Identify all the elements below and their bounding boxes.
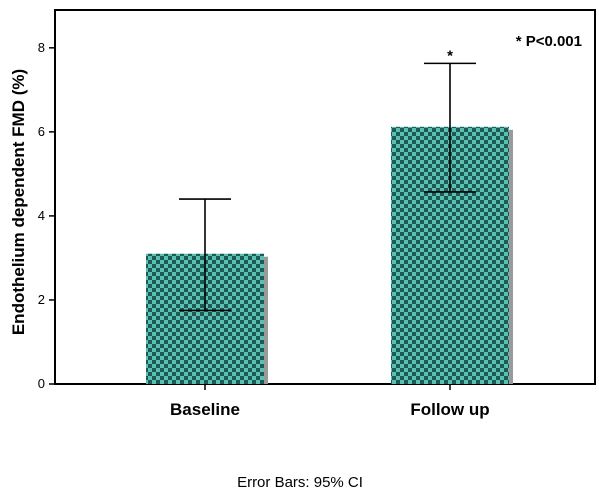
footer-note: Error Bars: 95% CI — [237, 474, 363, 491]
y-tick-label: 2 — [38, 292, 45, 307]
y-axis-title: Endothelium dependent FMD (%) — [9, 69, 28, 335]
bars — [146, 126, 513, 384]
significance-star: * — [447, 47, 453, 64]
y-axis: 0 2 4 6 8 — [38, 40, 55, 391]
y-tick-label: 0 — [38, 376, 45, 391]
significance-annotation: * P<0.001 — [516, 33, 582, 50]
error-bars: * — [179, 47, 476, 312]
y-tick-label: 4 — [38, 208, 45, 223]
category-label: Follow up — [410, 400, 489, 419]
x-axis-labels: Baseline Follow up — [170, 384, 490, 419]
category-label: Baseline — [170, 400, 240, 419]
y-tick-label: 8 — [38, 40, 45, 55]
y-tick-label: 6 — [38, 124, 45, 139]
plot-frame — [54, 9, 596, 385]
